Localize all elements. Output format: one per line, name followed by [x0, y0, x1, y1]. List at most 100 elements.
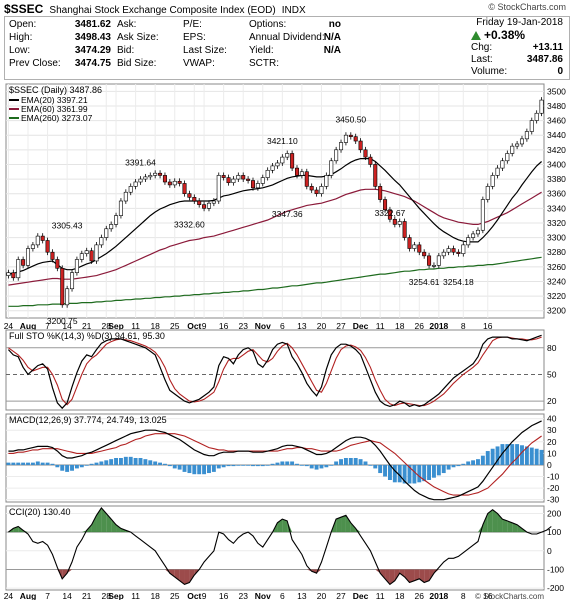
x-tick-label: 16: [219, 321, 229, 331]
candle-body: [226, 177, 231, 184]
macd-histogram-bar: [461, 463, 466, 465]
pe-label: P/E:: [183, 19, 202, 30]
price-panel-frame: [5, 83, 545, 319]
price-annotation: 3347.36: [272, 209, 303, 219]
open-row: Open:: [9, 19, 37, 30]
sto-d-line: [8, 336, 542, 407]
macd-histogram-bar: [211, 464, 216, 472]
price-annotation: 3391.64: [125, 158, 156, 168]
x-tick-label-bottom: 28: [102, 591, 112, 600]
candle-body: [304, 171, 309, 187]
candle-body: [412, 244, 417, 249]
macd-histogram-bar: [392, 464, 397, 483]
price-tick-label: 3380: [547, 174, 566, 184]
chg-label: Chg:: [471, 42, 493, 53]
price-tick-label: 3280: [547, 247, 566, 257]
candle-body: [275, 162, 280, 167]
x-tick-label-bottom: 20: [317, 591, 327, 600]
macd-histogram-bar: [529, 447, 534, 465]
legend-entry: EMA(260) 3273.07: [21, 113, 93, 123]
pct-change: +0.38%: [471, 29, 525, 41]
x-tick-label: 8: [461, 321, 466, 331]
macd-histogram-bar: [368, 464, 373, 466]
x-tick-label-bottom: 8: [461, 591, 466, 600]
x-tick-label-bottom: 14: [62, 591, 72, 600]
macd-histogram-bar: [216, 464, 221, 469]
macd-tick-label: 40: [547, 414, 557, 424]
macd-histogram-bar: [192, 464, 197, 475]
candle-body: [202, 204, 207, 209]
macd-histogram-bar: [329, 464, 334, 466]
x-tick-label: Dec: [353, 321, 369, 331]
candle-body: [118, 200, 123, 216]
macd-histogram-bar: [427, 464, 432, 480]
macd-histogram-bar: [255, 464, 260, 467]
cci-overbought-area: [336, 517, 342, 533]
candle-body: [250, 180, 256, 189]
macd-histogram-bar: [265, 464, 270, 466]
last-size-label: Last Size:: [183, 45, 227, 56]
candle-body: [290, 153, 295, 169]
macd-histogram-bar: [539, 449, 544, 465]
macd-histogram-bar: [167, 464, 172, 467]
x-tick-label-bottom: 23: [238, 591, 248, 600]
macd-histogram-bar: [520, 445, 524, 465]
candle-body: [153, 172, 158, 176]
macd-histogram-bar: [182, 464, 187, 472]
macd-histogram-bar: [138, 458, 143, 465]
cci-oversold-area: [380, 569, 386, 579]
annual-dividend-value: N/A: [323, 32, 341, 43]
price-annotation: 3200.75: [47, 316, 78, 326]
candle-body: [216, 175, 221, 202]
x-tick-label: 7: [45, 321, 50, 331]
macd-histogram-bar: [123, 456, 128, 465]
candle-body: [529, 120, 534, 132]
candle-body: [25, 248, 31, 266]
x-tick-label-bottom: Oct: [187, 591, 201, 600]
candle-body: [70, 272, 75, 290]
macd-histogram-bar: [358, 459, 363, 465]
macd-histogram-bar: [50, 463, 55, 465]
x-tick-label-bottom: Dec: [353, 591, 369, 600]
x-tick-label: 20: [317, 321, 327, 331]
candle-body: [519, 138, 525, 145]
macd-histogram-bar: [280, 461, 285, 465]
candle-body: [148, 175, 153, 178]
macd-histogram-bar: [500, 444, 505, 465]
macd-histogram-bar: [387, 464, 392, 480]
macd-histogram-bar: [21, 462, 26, 465]
candle-body: [407, 237, 412, 249]
bid-size-label: Bid Size:: [117, 58, 157, 69]
price-tick-label: 3480: [547, 101, 566, 111]
candle-body: [133, 181, 138, 187]
macd-histogram-bar: [226, 464, 231, 467]
cci-panel-frame: [5, 505, 545, 591]
candle-body: [422, 251, 427, 257]
candle-body: [524, 131, 529, 140]
macd-histogram-bar: [402, 464, 407, 484]
yield-value: N/A: [323, 45, 341, 56]
candle-body: [241, 175, 246, 180]
candle-body: [490, 175, 495, 187]
macd-histogram-bar: [45, 462, 50, 465]
macd-histogram-bar: [407, 464, 412, 484]
annual-dividend-label: Annual Dividend:: [249, 32, 325, 43]
macd-histogram-bar: [207, 464, 211, 474]
macd-histogram-bar: [534, 448, 539, 465]
candle-body: [339, 142, 344, 151]
options-value: no: [328, 19, 341, 30]
macd-tick-label: 10: [547, 448, 557, 458]
macd-histogram-bar: [480, 455, 485, 465]
x-tick-label: Oct: [187, 321, 201, 331]
candle-body: [55, 259, 60, 269]
macd-histogram-bar: [319, 464, 324, 469]
macd-histogram-bar: [343, 458, 348, 465]
price-annotation: 3254.61: [409, 277, 440, 287]
ask-label: Ask:: [117, 19, 137, 30]
price-annotation: 3450.50: [335, 115, 366, 125]
candle-body: [50, 251, 55, 260]
x-tick-label: 24: [4, 321, 14, 331]
quote-panel: Open: 3481.62 High: 3498.43 Low: 3474.29…: [4, 16, 570, 80]
candle-body: [221, 175, 226, 178]
candle-body: [177, 180, 182, 184]
